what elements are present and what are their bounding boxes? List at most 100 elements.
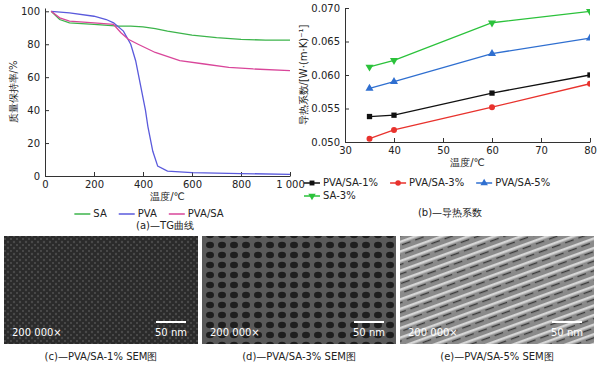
legend-swatch bbox=[74, 213, 90, 215]
y-tick: 40 bbox=[27, 105, 49, 116]
series-line bbox=[370, 84, 591, 139]
y-tick: 20 bbox=[27, 138, 49, 149]
y-tick-label: 60 bbox=[27, 72, 40, 83]
panel-caption: (a)—TG曲线 bbox=[136, 220, 194, 231]
series-marker bbox=[587, 81, 590, 87]
x-tick-label: 70 bbox=[535, 145, 548, 156]
plot-area bbox=[365, 9, 590, 142]
x-tick-mark bbox=[290, 172, 291, 176]
y-tick: 0.065 bbox=[311, 36, 349, 47]
scale-bar bbox=[354, 321, 384, 323]
y-tick: 100 bbox=[21, 6, 49, 17]
series-marker bbox=[488, 20, 496, 27]
x-tick-label: 40 bbox=[388, 145, 401, 156]
y-tick-label: 0.050 bbox=[311, 137, 340, 148]
y-tick-label: 100 bbox=[21, 6, 40, 17]
x-tick: 60 bbox=[486, 138, 499, 156]
series-marker bbox=[489, 104, 495, 110]
x-tick-mark bbox=[443, 138, 444, 142]
y-tick: 0 bbox=[34, 171, 49, 182]
y-tick-mark bbox=[45, 11, 49, 12]
x-tick-label: 0 bbox=[42, 179, 48, 190]
x-tick: 40 bbox=[388, 138, 401, 156]
sem-panel: 200 000× 50 nm (c)—PVA/SA-1% SEM图 bbox=[4, 236, 198, 362]
x-axis: 30 40 50 60 70 80 bbox=[339, 138, 597, 156]
y-tick-mark bbox=[45, 176, 49, 177]
legend-item: PVA/SA-1% bbox=[304, 177, 378, 188]
x-axis-line bbox=[46, 176, 291, 177]
sem-image bbox=[202, 236, 396, 344]
scale-bar-label: 50 nm bbox=[155, 327, 187, 338]
legend-marker bbox=[310, 181, 315, 186]
plot-area bbox=[51, 11, 290, 174]
legend-label: PVA/SA-5% bbox=[495, 177, 550, 188]
legend-marker bbox=[308, 194, 315, 200]
series-marker bbox=[367, 136, 373, 142]
y-tick-label: 20 bbox=[27, 138, 40, 149]
x-tick-label: 800 bbox=[232, 179, 251, 190]
x-tick-mark bbox=[94, 172, 95, 176]
series-marker bbox=[391, 127, 397, 133]
x-axis-title: 温度/℃ bbox=[450, 157, 485, 168]
series-marker bbox=[488, 49, 496, 56]
magnification-label: 200 000× bbox=[210, 327, 260, 338]
x-tick: 600 bbox=[183, 172, 202, 190]
x-tick-label: 600 bbox=[183, 179, 202, 190]
sem-image bbox=[4, 236, 198, 344]
x-tick-label: 200 bbox=[85, 179, 104, 190]
series-line bbox=[51, 11, 290, 70]
x-tick-label: 50 bbox=[437, 145, 450, 156]
x-tick-label: 30 bbox=[339, 145, 352, 156]
legend-item: PVA/SA bbox=[169, 208, 224, 219]
panel-caption: (e)—PVA/SA-5% SEM图 bbox=[440, 351, 554, 362]
magnification-label: 200 000× bbox=[12, 327, 62, 338]
y-tick-label: 80 bbox=[27, 39, 40, 50]
y-tick-mark bbox=[45, 77, 49, 78]
y-tick-label: 0.065 bbox=[311, 36, 340, 47]
legend-marker bbox=[480, 179, 487, 185]
y-axis-title: 导热系数/[W·(m·K)⁻¹] bbox=[298, 25, 309, 126]
x-axis-line bbox=[346, 142, 591, 143]
y-axis-line bbox=[45, 9, 46, 177]
legend-item: PVA/SA-5% bbox=[476, 177, 550, 188]
sem-panel: 200 000× 50 nm (e)—PVA/SA-5% SEM图 bbox=[400, 236, 594, 362]
y-tick-label: 0.060 bbox=[311, 70, 340, 81]
legend-label: PVA/SA-3% bbox=[409, 177, 464, 188]
legend-label: PVA bbox=[138, 208, 157, 219]
legend-swatch bbox=[119, 213, 135, 215]
y-tick-mark bbox=[345, 142, 349, 143]
x-tick-mark bbox=[143, 172, 144, 176]
y-tick-label: 0.070 bbox=[311, 3, 340, 14]
x-tick-mark bbox=[492, 138, 493, 142]
line-chart-panel: 30 40 50 60 70 80 0.050 0.055 0.060 0.065 0.070 温度/… bbox=[298, 3, 597, 218]
scale-bar bbox=[156, 321, 186, 323]
magnification-label: 200 000× bbox=[408, 327, 458, 338]
series-marker bbox=[367, 114, 372, 119]
scale-bar-label: 50 nm bbox=[353, 327, 385, 338]
series-marker bbox=[586, 34, 590, 41]
legend-swatch bbox=[169, 213, 185, 215]
y-tick-label: 40 bbox=[27, 105, 40, 116]
y-tick-mark bbox=[345, 8, 349, 9]
x-tick: 400 bbox=[134, 172, 153, 190]
x-tick: 70 bbox=[535, 138, 548, 156]
x-axis-title: 温度/℃ bbox=[150, 191, 185, 202]
y-tick: 0.070 bbox=[311, 3, 349, 14]
legend-label: PVA/SA-1% bbox=[323, 177, 378, 188]
panel-caption: (d)—PVA/SA-3% SEM图 bbox=[242, 351, 356, 362]
x-tick-label: 80 bbox=[584, 145, 597, 156]
panel-caption: (c)—PVA/SA-1% SEM图 bbox=[45, 351, 158, 362]
x-axis: 0 200 400 600 800 1 000 bbox=[42, 172, 305, 190]
y-axis: 0 20 40 60 80 100 bbox=[21, 6, 49, 182]
y-tick: 60 bbox=[27, 72, 49, 83]
series-marker bbox=[586, 9, 590, 16]
y-axis-title: 质量保持率/% bbox=[8, 61, 19, 124]
x-tick-label: 1 000 bbox=[276, 179, 305, 190]
series-marker bbox=[365, 84, 373, 91]
x-tick-label: 60 bbox=[486, 145, 499, 156]
x-tick: 50 bbox=[437, 138, 450, 156]
scale-bar-label: 50 nm bbox=[551, 327, 583, 338]
y-tick: 0.055 bbox=[311, 103, 349, 114]
y-tick-label: 0 bbox=[34, 171, 40, 182]
sem-panel: 200 000× 50 nm (d)—PVA/SA-3% SEM图 bbox=[202, 236, 396, 362]
